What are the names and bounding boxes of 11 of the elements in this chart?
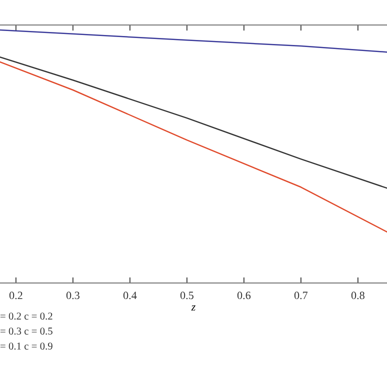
x-tick-label: 0.7 — [294, 292, 308, 300]
x-tick-label: 0.5 — [180, 292, 194, 300]
x-axis-title: z — [191, 305, 196, 311]
text: = 0.2 c = 0.2 — [0, 312, 52, 320]
text: = 0.1 c = 0.9 — [0, 342, 52, 350]
x-tick-label: 0.3 — [66, 292, 80, 300]
x-tick-label: 0.4 — [123, 292, 137, 300]
text: = 0.3 c = 0.5 — [0, 328, 52, 335]
x-tick-label: 0.8 — [351, 292, 364, 300]
x-tick-label: 0.6 — [237, 292, 251, 300]
x-tick-label: 0.2 — [9, 292, 22, 300]
